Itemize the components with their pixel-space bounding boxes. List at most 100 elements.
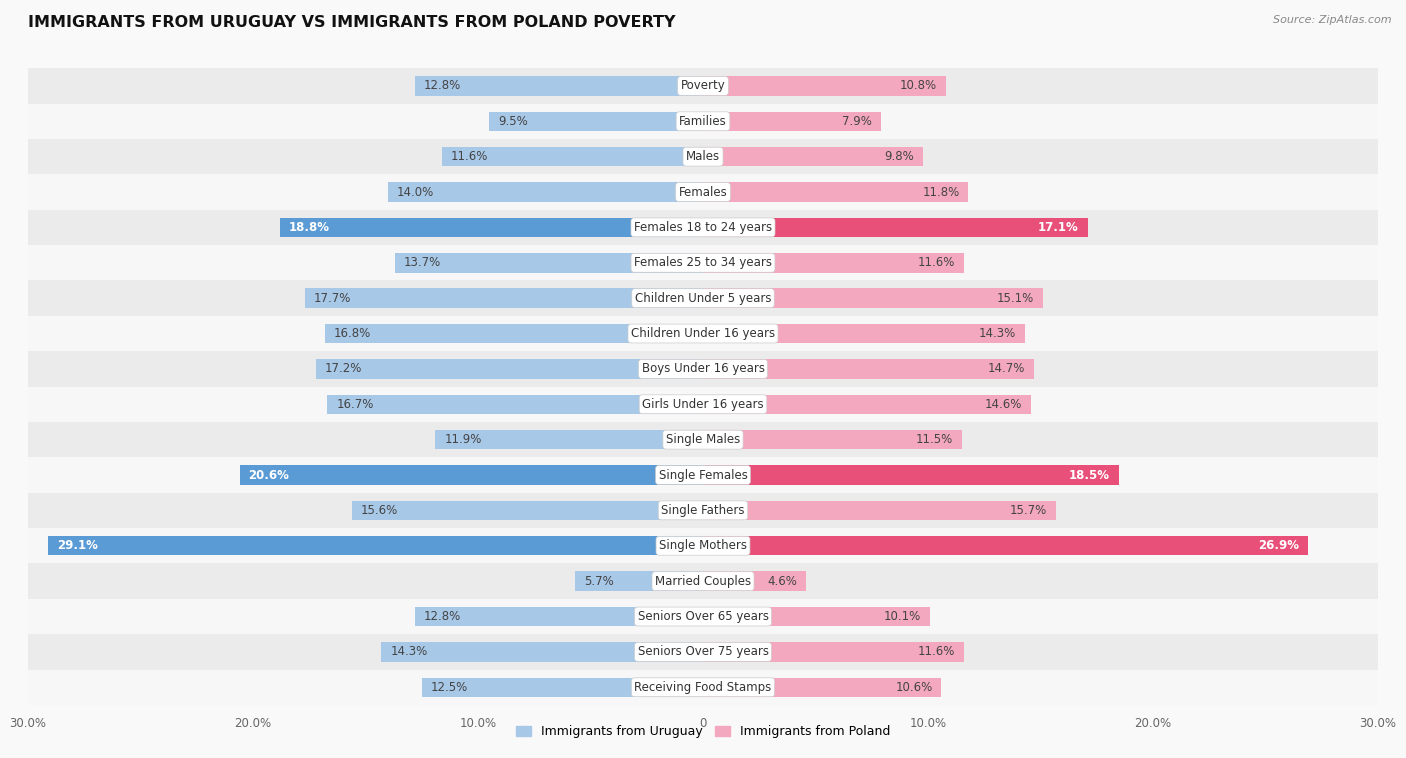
Text: 11.5%: 11.5% <box>915 433 953 446</box>
Text: 29.1%: 29.1% <box>58 539 98 553</box>
Text: Children Under 16 years: Children Under 16 years <box>631 327 775 340</box>
Text: 16.7%: 16.7% <box>336 398 374 411</box>
Text: Children Under 5 years: Children Under 5 years <box>634 292 772 305</box>
Text: 14.7%: 14.7% <box>987 362 1025 375</box>
Text: 12.8%: 12.8% <box>425 80 461 92</box>
Text: 17.2%: 17.2% <box>325 362 363 375</box>
Text: Receiving Food Stamps: Receiving Food Stamps <box>634 681 772 694</box>
Bar <box>280 218 703 237</box>
Text: 26.9%: 26.9% <box>1258 539 1299 553</box>
Bar <box>703 253 965 273</box>
Bar <box>28 104 1378 139</box>
Bar <box>28 669 1378 705</box>
Bar <box>352 501 703 520</box>
Text: 11.8%: 11.8% <box>922 186 959 199</box>
Bar <box>305 288 703 308</box>
Bar <box>395 253 703 273</box>
Bar <box>703 288 1043 308</box>
Bar <box>703 359 1033 379</box>
Bar <box>703 536 1308 556</box>
Bar <box>316 359 703 379</box>
Text: 14.3%: 14.3% <box>391 645 427 659</box>
Text: 9.8%: 9.8% <box>884 150 914 163</box>
Bar <box>28 174 1378 210</box>
Bar <box>48 536 703 556</box>
Bar <box>441 147 703 167</box>
Bar <box>703 147 924 167</box>
Text: 12.8%: 12.8% <box>425 610 461 623</box>
Bar <box>703 678 942 697</box>
Text: 4.6%: 4.6% <box>768 575 797 587</box>
Text: 7.9%: 7.9% <box>842 114 872 128</box>
Text: Single Females: Single Females <box>658 468 748 481</box>
Bar <box>28 528 1378 563</box>
Text: 11.6%: 11.6% <box>918 256 955 269</box>
Text: Seniors Over 65 years: Seniors Over 65 years <box>637 610 769 623</box>
Text: 13.7%: 13.7% <box>404 256 441 269</box>
Text: Single Fathers: Single Fathers <box>661 504 745 517</box>
Bar <box>28 387 1378 422</box>
Bar <box>422 678 703 697</box>
Text: 18.5%: 18.5% <box>1069 468 1111 481</box>
Bar <box>415 607 703 626</box>
Text: Females: Females <box>679 186 727 199</box>
Text: 10.6%: 10.6% <box>896 681 932 694</box>
Text: 11.6%: 11.6% <box>918 645 955 659</box>
Bar <box>703 572 807 591</box>
Bar <box>703 394 1032 414</box>
Bar <box>239 465 703 485</box>
Text: 14.0%: 14.0% <box>396 186 434 199</box>
Text: Married Couples: Married Couples <box>655 575 751 587</box>
Bar <box>703 430 962 449</box>
Bar <box>28 563 1378 599</box>
Text: 12.5%: 12.5% <box>430 681 468 694</box>
Bar <box>381 642 703 662</box>
Text: Single Males: Single Males <box>666 433 740 446</box>
Text: Girls Under 16 years: Girls Under 16 years <box>643 398 763 411</box>
Bar <box>28 599 1378 634</box>
Bar <box>325 324 703 343</box>
Bar <box>703 501 1056 520</box>
Bar <box>28 210 1378 245</box>
Bar <box>703 465 1119 485</box>
Text: Boys Under 16 years: Boys Under 16 years <box>641 362 765 375</box>
Bar <box>703 324 1025 343</box>
Bar <box>436 430 703 449</box>
Bar <box>703 607 931 626</box>
Bar <box>703 218 1088 237</box>
Bar <box>703 183 969 202</box>
Bar <box>575 572 703 591</box>
Text: 17.1%: 17.1% <box>1038 221 1078 234</box>
Text: Females 18 to 24 years: Females 18 to 24 years <box>634 221 772 234</box>
Bar <box>28 457 1378 493</box>
Text: Females 25 to 34 years: Females 25 to 34 years <box>634 256 772 269</box>
Bar <box>703 77 946 96</box>
Text: 14.3%: 14.3% <box>979 327 1015 340</box>
Text: Seniors Over 75 years: Seniors Over 75 years <box>637 645 769 659</box>
Bar <box>328 394 703 414</box>
Text: 16.8%: 16.8% <box>335 327 371 340</box>
Text: 17.7%: 17.7% <box>314 292 352 305</box>
Bar <box>28 422 1378 457</box>
Text: 11.9%: 11.9% <box>444 433 482 446</box>
Text: 10.8%: 10.8% <box>900 80 936 92</box>
Bar <box>703 642 965 662</box>
Text: Source: ZipAtlas.com: Source: ZipAtlas.com <box>1274 15 1392 25</box>
Bar <box>28 634 1378 669</box>
Text: 15.6%: 15.6% <box>361 504 398 517</box>
Bar <box>28 245 1378 280</box>
Bar <box>28 139 1378 174</box>
Text: Families: Families <box>679 114 727 128</box>
Text: 14.6%: 14.6% <box>986 398 1022 411</box>
Bar <box>28 316 1378 351</box>
Text: 11.6%: 11.6% <box>451 150 488 163</box>
Text: Poverty: Poverty <box>681 80 725 92</box>
Text: Single Mothers: Single Mothers <box>659 539 747 553</box>
Text: IMMIGRANTS FROM URUGUAY VS IMMIGRANTS FROM POLAND POVERTY: IMMIGRANTS FROM URUGUAY VS IMMIGRANTS FR… <box>28 15 676 30</box>
Text: 10.1%: 10.1% <box>884 610 921 623</box>
Bar <box>489 111 703 131</box>
Text: 5.7%: 5.7% <box>583 575 613 587</box>
Bar <box>28 68 1378 104</box>
Text: 9.5%: 9.5% <box>498 114 529 128</box>
Text: 20.6%: 20.6% <box>249 468 290 481</box>
